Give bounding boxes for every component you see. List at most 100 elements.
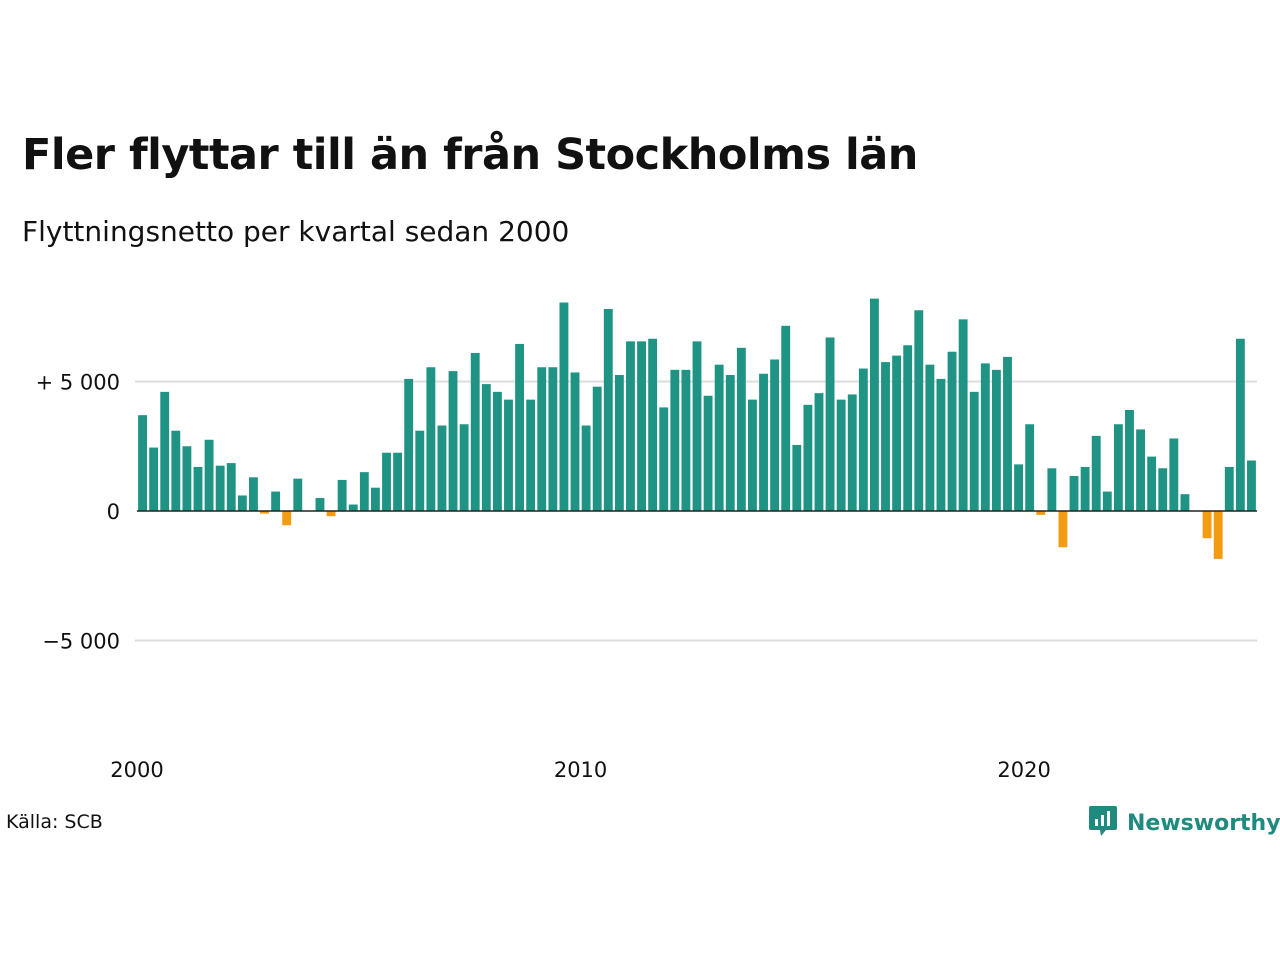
bar <box>215 465 225 511</box>
bar <box>1069 476 1079 511</box>
y-axis-ticks: + 5 000 0 −5 000 <box>36 371 120 654</box>
brand-logo[interactable]: Newsworthy <box>1088 804 1280 842</box>
bar <box>1058 511 1068 548</box>
bar <box>725 375 735 511</box>
bar <box>1147 456 1157 511</box>
bar <box>991 369 1001 512</box>
bar <box>881 362 890 511</box>
bar <box>160 391 170 511</box>
bar <box>437 425 447 511</box>
bar <box>581 425 591 511</box>
bar <box>260 511 269 514</box>
bar <box>869 298 879 511</box>
bar <box>271 491 281 511</box>
bar <box>1113 424 1123 512</box>
bar <box>182 446 192 511</box>
bar <box>637 341 646 512</box>
x-tick-label: 2000 <box>110 758 163 782</box>
bar <box>282 511 292 526</box>
bar <box>359 472 369 511</box>
chart-subtitle: Flyttningsnetto per kvartal sedan 2000 <box>22 215 570 248</box>
newsworthy-logo-icon <box>1088 804 1118 842</box>
bar-chart: + 5 000 0 −5 000 2000 2010 2020 <box>36 298 1257 782</box>
brand-name: Newsworthy <box>1127 810 1280 836</box>
bars <box>138 298 1256 559</box>
bar <box>1169 438 1179 511</box>
bar <box>1136 429 1145 511</box>
bar <box>692 341 702 512</box>
bar <box>470 353 480 511</box>
bar <box>858 368 868 511</box>
bar <box>836 399 846 511</box>
bar <box>670 369 680 512</box>
bar <box>504 399 513 511</box>
bar <box>703 395 713 511</box>
bar <box>847 394 857 511</box>
bar <box>792 444 802 511</box>
bar <box>1180 494 1190 512</box>
bar <box>969 391 979 511</box>
bar <box>526 399 536 511</box>
bar <box>326 511 336 517</box>
bar <box>492 391 502 511</box>
bar <box>481 384 491 511</box>
bar <box>138 415 147 511</box>
bar <box>736 347 746 511</box>
bar <box>759 373 768 511</box>
bar <box>1003 356 1012 511</box>
bar <box>947 351 957 511</box>
bar <box>415 430 425 511</box>
bar <box>1014 464 1024 511</box>
y-tick-label: 0 <box>107 500 120 524</box>
bar <box>936 378 946 511</box>
bar <box>659 407 669 511</box>
bar <box>193 466 203 511</box>
bar <box>681 369 691 512</box>
bar <box>548 367 558 511</box>
x-tick-label: 2020 <box>997 758 1050 782</box>
bar <box>393 452 403 511</box>
bar <box>559 302 569 511</box>
bar <box>249 477 258 511</box>
chart-title: Fler flyttar till än från Stockholms län <box>22 130 918 180</box>
bar <box>914 310 924 511</box>
bar <box>537 367 547 511</box>
bar <box>903 345 913 511</box>
bar <box>204 439 214 511</box>
bar <box>781 325 791 511</box>
bar <box>1213 511 1223 559</box>
bar <box>592 386 602 511</box>
y-tick-label: −5 000 <box>42 630 120 654</box>
bar <box>1080 466 1090 511</box>
bar <box>626 341 635 512</box>
bar <box>814 393 824 511</box>
bar <box>648 338 658 511</box>
bar <box>803 404 813 511</box>
bar <box>1247 460 1256 511</box>
bar <box>1235 338 1245 511</box>
x-tick-label: 2010 <box>554 758 607 782</box>
bar <box>570 372 580 511</box>
bar <box>1158 468 1168 511</box>
bar <box>382 452 391 511</box>
bar <box>149 447 159 511</box>
bar <box>714 364 724 511</box>
bar <box>404 378 414 511</box>
bar <box>770 359 780 511</box>
bar <box>1202 511 1212 539</box>
bar <box>237 495 247 511</box>
bar <box>1091 435 1101 511</box>
bar <box>171 430 181 511</box>
bar <box>459 424 469 512</box>
bar <box>337 479 347 511</box>
bar <box>448 371 458 511</box>
bar <box>1036 511 1046 515</box>
bar <box>1224 466 1234 511</box>
bar <box>825 337 835 511</box>
bar <box>748 399 757 511</box>
bar <box>1025 424 1035 512</box>
bar <box>348 504 358 511</box>
bar <box>1102 491 1112 511</box>
y-tick-label: + 5 000 <box>36 371 120 395</box>
bar <box>614 375 624 511</box>
